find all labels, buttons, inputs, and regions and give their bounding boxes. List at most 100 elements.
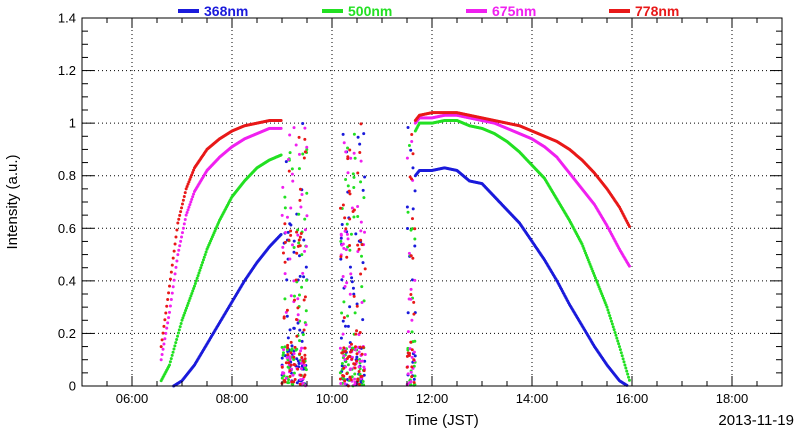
data-point	[410, 330, 414, 334]
data-point	[179, 321, 183, 325]
data-point	[300, 285, 304, 289]
data-point	[286, 230, 290, 234]
data-point	[300, 356, 304, 360]
data-point	[409, 148, 413, 152]
legend-label: 778nm	[635, 3, 679, 19]
data-point	[176, 334, 180, 338]
data-point	[339, 381, 343, 385]
data-point	[291, 179, 295, 183]
data-point	[352, 132, 356, 136]
x-axis-title: Time (JST)	[405, 412, 479, 429]
data-point	[605, 305, 609, 309]
data-point	[357, 365, 361, 369]
data-point	[299, 378, 303, 382]
data-point	[349, 378, 353, 382]
data-point	[163, 318, 167, 322]
data-point	[287, 169, 291, 173]
legend-label: 368nm	[204, 3, 248, 19]
data-point	[164, 311, 168, 315]
data-point	[410, 348, 414, 352]
data-point	[196, 274, 200, 278]
data-point	[288, 133, 292, 137]
data-point	[349, 232, 353, 236]
data-point	[304, 244, 308, 248]
data-point	[627, 225, 631, 229]
x-tick-label: 10:00	[316, 391, 349, 406]
data-point	[410, 365, 414, 369]
data-point	[281, 372, 285, 376]
data-point	[295, 230, 299, 234]
data-point	[159, 358, 163, 362]
data-point	[204, 250, 208, 254]
data-point	[279, 119, 283, 123]
data-point	[296, 313, 300, 317]
data-point	[288, 328, 292, 332]
data-point	[289, 363, 293, 367]
data-point	[411, 207, 415, 211]
data-point	[159, 345, 163, 349]
data-point	[342, 346, 346, 350]
data-point	[191, 289, 195, 293]
data-point	[348, 345, 352, 349]
data-point	[289, 351, 293, 355]
data-point	[304, 265, 308, 269]
grid	[82, 18, 782, 386]
data-point	[297, 241, 301, 245]
data-point	[301, 152, 305, 156]
data-point	[164, 331, 168, 335]
data-point	[585, 256, 589, 260]
data-point	[279, 126, 283, 130]
data-point	[361, 261, 365, 265]
data-point	[163, 337, 167, 341]
data-point	[352, 208, 356, 212]
data-point	[359, 180, 363, 184]
data-point	[409, 370, 413, 374]
data-point	[184, 306, 188, 310]
data-point	[168, 277, 172, 281]
data-point	[609, 316, 613, 320]
data-point	[283, 195, 287, 199]
data-point	[284, 231, 288, 235]
data-point	[594, 278, 598, 282]
data-point	[303, 346, 307, 350]
data-point	[352, 186, 356, 190]
data-point	[344, 248, 348, 252]
data-point	[359, 238, 363, 242]
data-point	[180, 206, 184, 210]
data-point	[190, 173, 194, 177]
data-point	[607, 311, 611, 315]
data-point	[292, 358, 296, 362]
data-point	[360, 254, 364, 258]
data-point	[289, 223, 293, 227]
data-point	[584, 253, 588, 257]
data-point	[175, 337, 179, 341]
data-point	[410, 140, 414, 144]
data-point	[409, 254, 413, 258]
data-points	[159, 111, 631, 388]
data-point	[353, 311, 357, 315]
data-point	[169, 270, 173, 274]
data-point	[298, 254, 302, 258]
data-point	[302, 238, 306, 242]
data-point	[343, 357, 347, 361]
data-point	[289, 229, 293, 233]
data-point	[301, 377, 305, 381]
data-point	[363, 175, 367, 179]
data-point	[413, 227, 417, 231]
data-point	[358, 150, 362, 154]
data-point	[179, 210, 183, 214]
data-point	[302, 360, 306, 364]
data-point	[413, 189, 417, 193]
data-point	[352, 292, 356, 296]
data-point	[300, 339, 304, 343]
data-point	[173, 242, 177, 246]
data-point	[624, 366, 628, 370]
data-point	[193, 281, 197, 285]
data-point	[297, 152, 301, 156]
data-point	[286, 343, 290, 347]
data-point	[300, 193, 304, 196]
data-point	[591, 269, 595, 273]
data-point	[410, 278, 414, 282]
data-point	[192, 192, 196, 196]
data-point	[359, 122, 363, 126]
